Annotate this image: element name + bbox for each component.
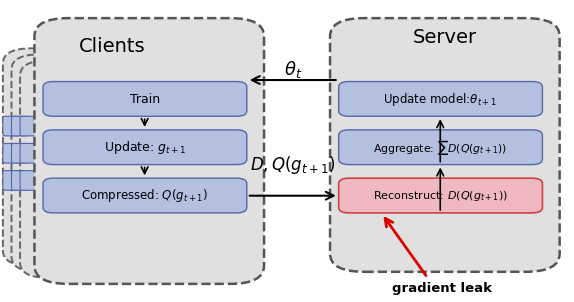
FancyBboxPatch shape (3, 48, 221, 266)
Text: Train: Train (130, 92, 160, 106)
Text: Aggregate: $\sum D(Q(g_{t+1}))$: Aggregate: $\sum D(Q(g_{t+1}))$ (374, 138, 507, 157)
FancyBboxPatch shape (11, 143, 29, 163)
FancyBboxPatch shape (20, 143, 37, 163)
Text: Clients: Clients (79, 37, 145, 56)
Text: Compressed: $Q(g_{t+1})$: Compressed: $Q(g_{t+1})$ (82, 187, 208, 204)
Text: $D, Q(g_{t+1})$: $D, Q(g_{t+1})$ (250, 154, 335, 175)
FancyBboxPatch shape (339, 130, 542, 165)
FancyBboxPatch shape (43, 82, 247, 116)
Text: Update: $g_{t+1}$: Update: $g_{t+1}$ (103, 139, 186, 156)
FancyBboxPatch shape (11, 171, 29, 190)
FancyBboxPatch shape (43, 130, 247, 165)
FancyBboxPatch shape (20, 171, 37, 190)
Text: Update model:$\theta_{t+1}$: Update model:$\theta_{t+1}$ (383, 91, 497, 108)
FancyBboxPatch shape (11, 54, 230, 272)
Text: $\theta_t$: $\theta_t$ (284, 59, 302, 80)
Text: Reconstruct: $D(Q(g_{t+1}))$: Reconstruct: $D(Q(g_{t+1}))$ (373, 189, 507, 203)
FancyBboxPatch shape (11, 116, 29, 136)
FancyBboxPatch shape (3, 171, 20, 190)
Text: Server: Server (413, 28, 477, 47)
FancyBboxPatch shape (339, 82, 542, 116)
FancyBboxPatch shape (3, 143, 20, 163)
Text: gradient leak: gradient leak (392, 282, 492, 295)
FancyBboxPatch shape (20, 60, 238, 278)
FancyBboxPatch shape (34, 18, 264, 284)
FancyBboxPatch shape (339, 178, 542, 213)
FancyBboxPatch shape (20, 116, 37, 136)
FancyBboxPatch shape (330, 18, 560, 272)
FancyBboxPatch shape (43, 178, 247, 213)
FancyBboxPatch shape (3, 116, 20, 136)
